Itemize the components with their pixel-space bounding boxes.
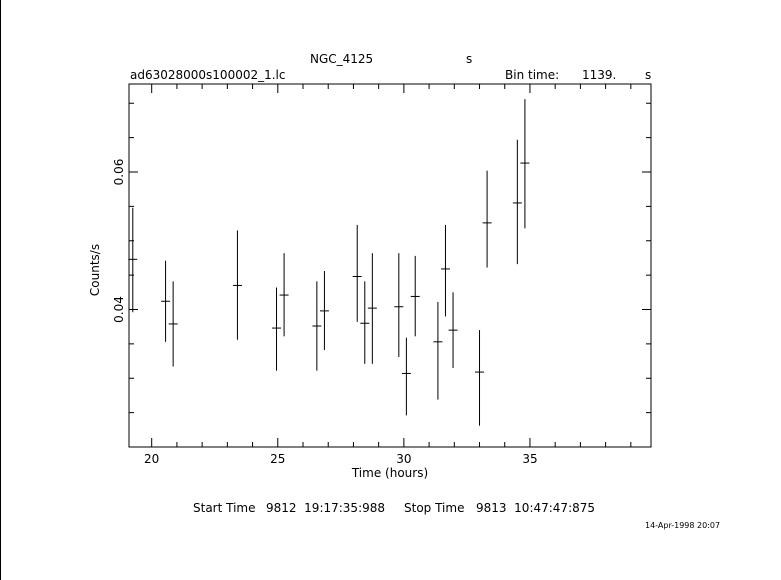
data-point [312, 281, 322, 371]
data-point [272, 287, 282, 371]
y-tick-labels: 0.04 0.06 [112, 159, 126, 323]
plot-timestamp: 14-Apr-1998 20:07 [645, 521, 721, 530]
bin-time-unit: s [645, 68, 652, 82]
window-left-border [0, 0, 1, 580]
stop-time-value: 9813 10:47:47:875 [476, 501, 596, 515]
x-tick-labels: 20 25 30 35 [144, 452, 538, 466]
x-tick-label: 30 [396, 452, 411, 466]
data-point [319, 271, 329, 351]
data-point [448, 292, 458, 368]
data-point [128, 207, 138, 313]
data-point [482, 170, 492, 268]
data-point [475, 330, 485, 426]
data-point [433, 301, 443, 400]
stop-time-label: Stop Time [404, 501, 465, 515]
data-point [232, 230, 242, 340]
start-time-value: 9812 19:17:35:988 [266, 501, 386, 515]
axis-ticks [129, 84, 651, 448]
object-title: NGC_4125 [310, 52, 374, 66]
data-point [520, 99, 530, 229]
data-point [161, 260, 171, 342]
y-axis-label: Counts/s [88, 244, 102, 296]
data-point [440, 224, 450, 317]
x-tick-label: 35 [522, 452, 537, 466]
data-point [360, 281, 370, 364]
data-point [367, 253, 377, 364]
data-point [401, 337, 411, 416]
data-point [168, 281, 178, 367]
x-tick-label: 20 [144, 452, 159, 466]
data-points [128, 99, 530, 426]
bin-time-label: Bin time: [505, 68, 560, 82]
data-point [410, 255, 420, 337]
file-name: ad63028000s100002_1.lc [130, 68, 286, 82]
data-point [512, 139, 522, 265]
data-point [394, 253, 404, 357]
data-point [352, 224, 362, 322]
y-tick-label: 0.06 [112, 159, 126, 186]
x-axis-label: Time (hours) [351, 466, 428, 480]
y-tick-label: 0.04 [112, 296, 126, 323]
data-point [279, 253, 289, 337]
bin-time-value: 1139. [582, 68, 617, 82]
object-suffix: s [466, 52, 473, 66]
x-tick-label: 25 [270, 452, 285, 466]
start-time-label: Start Time [193, 501, 256, 515]
plot-frame [128, 83, 652, 448]
